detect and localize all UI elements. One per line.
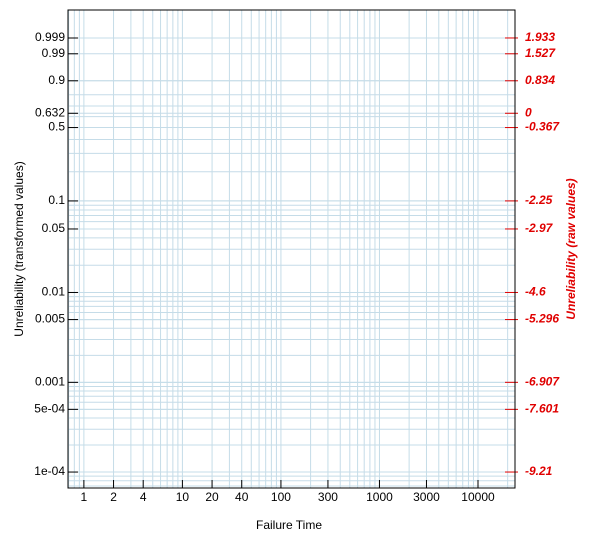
x-tick-label: 20 (205, 490, 219, 504)
x-tick-label: 10 (176, 490, 190, 504)
y2-tick-label: -2.97 (525, 221, 554, 235)
plot-frame (67, 9, 516, 489)
x-axis-label: Failure Time (256, 518, 322, 532)
x-tick-label: 40 (235, 490, 249, 504)
y2-tick-label: 0 (525, 105, 532, 119)
y-tick-label: 0.05 (42, 221, 66, 235)
y-tick-label: 0.1 (48, 193, 65, 207)
y2-tick-label: -5.296 (525, 312, 559, 326)
y-tick-label: 0.5 (48, 120, 65, 134)
y2-tick-label: -2.25 (525, 193, 553, 207)
y-tick-label: 0.01 (42, 285, 66, 299)
x-tick-label: 1000 (366, 490, 393, 504)
y2-tick-label: 1.933 (525, 30, 555, 44)
y-tick-label: 0.999 (35, 30, 65, 44)
x-tick-label: 4 (140, 490, 147, 504)
y-tick-label: 0.99 (42, 46, 66, 60)
y-tick-label: 0.005 (35, 312, 65, 326)
y-tick-label: 1e-04 (34, 464, 65, 478)
y-tick-label: 5e-04 (34, 402, 65, 416)
x-tick-label: 10000 (461, 490, 495, 504)
y2-tick-label: 0.834 (525, 73, 555, 87)
y2-tick-label: -7.601 (525, 402, 559, 416)
x-tick-label: 300 (318, 490, 338, 504)
x-tick-label: 1 (81, 490, 88, 504)
x-tick-label: 100 (271, 490, 291, 504)
y2-tick-label: -6.907 (525, 374, 560, 388)
y2-tick-label: -0.367 (525, 120, 560, 134)
y-tick-label: 0.001 (35, 375, 65, 389)
y-tick-label: 0.9 (48, 73, 65, 87)
x-tick-label: 3000 (413, 490, 440, 504)
y-tick-label: 0.632 (35, 105, 65, 119)
y2-axis-label: Unreliability (raw values) (564, 178, 578, 319)
y2-tick-label: -4.6 (525, 285, 546, 299)
y2-tick-label: 1.527 (525, 46, 556, 60)
y-axis-label: Unreliability (transformed values) (12, 161, 26, 336)
y2-tick-label: -9.21 (525, 464, 553, 478)
x-tick-label: 2 (110, 490, 117, 504)
